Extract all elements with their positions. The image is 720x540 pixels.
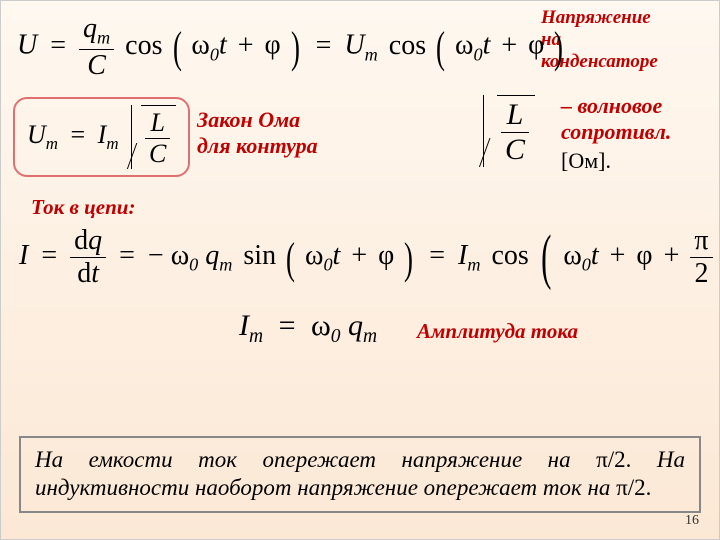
eq-wave-res: L C — [479, 95, 535, 167]
sym-Um2: U — [27, 120, 46, 149]
eq-amplitude: Im = ω0 qm — [239, 309, 377, 348]
sym-qm3-sub: m — [363, 326, 377, 347]
sym-w0a-sub: 0 — [210, 44, 219, 64]
sym-t2: t — [483, 30, 491, 61]
sym-Um: U — [344, 30, 364, 61]
sym-L: L — [145, 108, 170, 139]
sym-phi3: φ — [378, 240, 394, 271]
rparen-icon: ) — [291, 21, 300, 73]
sym-qm2: q — [205, 240, 219, 271]
sym-qm: q — [83, 13, 97, 44]
sym-C2: C — [145, 139, 170, 169]
sqrt-icon-2 — [479, 95, 497, 167]
lparen3-icon: ( — [286, 232, 295, 284]
bt-l1b: π/2. — [596, 447, 631, 472]
ohm-l2: для контура — [197, 133, 318, 159]
sym-L2: L — [501, 98, 529, 133]
sym-cos3: cos — [491, 240, 528, 271]
label-current: Ток в цепи: — [31, 195, 135, 220]
sym-plus4: + — [610, 240, 626, 271]
sym-pi: π — [690, 225, 712, 258]
sym-phi2: φ — [528, 30, 544, 61]
label-ohm-law: Закон Ома для контура — [197, 107, 318, 160]
ohm-l1: Закон Ома — [197, 107, 318, 133]
sym-Im3: I — [239, 309, 249, 342]
rparen2-icon: ) — [554, 21, 563, 73]
bt-l2b: π/2. — [616, 475, 651, 500]
sym-eq2: = — [316, 30, 332, 61]
wave-unit: [Ом]. — [561, 148, 671, 174]
sym-U: U — [17, 30, 37, 61]
eq-voltage: U = qm C cos ( ω0t + φ ) = Um cos ( ω0t … — [17, 13, 566, 82]
sym-w0b-sub: 0 — [473, 44, 482, 64]
sym-2: 2 — [690, 258, 712, 290]
sym-t3: t — [91, 258, 99, 289]
sym-eq3: = — [70, 120, 85, 149]
sym-Im3-sub: m — [249, 326, 263, 347]
sym-eq5: = — [119, 240, 135, 271]
sym-w0b: ω — [455, 30, 473, 61]
lparen2-icon: ( — [436, 21, 445, 73]
sym-plus2: + — [501, 30, 517, 61]
sym-Um-sub: m — [365, 44, 378, 64]
bottom-statement-box: На емкости ток опережает напряжение на π… — [19, 436, 701, 514]
page-number: 16 — [685, 513, 699, 529]
sym-I: I — [19, 240, 28, 271]
lparen-icon: ( — [172, 21, 181, 73]
sym-eq4: = — [41, 240, 57, 271]
sym-w0d-sub: 0 — [323, 255, 332, 275]
sym-eq7: = — [279, 309, 296, 342]
bt-l1a: На емкости ток опережает напряжение на — [35, 447, 596, 472]
sym-qm3: q — [348, 309, 363, 342]
sym-qm2-sub: m — [219, 255, 232, 275]
sym-phi4: φ — [636, 240, 652, 271]
sym-sin: sin — [243, 240, 276, 271]
sym-C3: C — [501, 133, 529, 167]
sym-w0e: ω — [563, 240, 581, 271]
sym-t5: t — [591, 240, 599, 271]
eq-current: I = dq dt = − ω0 qm sin ( ω0t + φ ) = Im… — [19, 225, 720, 290]
sym-phi1: φ — [265, 30, 281, 61]
sym-plus3: + — [351, 240, 367, 271]
sym-plus5: + — [664, 240, 680, 271]
wave-l2: сопротивл. — [561, 119, 671, 145]
sym-t4: t — [333, 240, 341, 271]
label-wave-res: – волновое сопротивл. [Ом]. — [561, 93, 671, 174]
sym-C: C — [79, 50, 114, 82]
lparen4-icon: ( — [541, 233, 551, 282]
sym-minus: − — [148, 240, 164, 271]
sym-plus1: + — [238, 30, 254, 61]
sym-d2: d — [77, 258, 91, 289]
sym-eq6: = — [429, 240, 445, 271]
sym-w0f-sub: 0 — [331, 326, 341, 347]
sym-qm-sub: m — [97, 28, 110, 48]
sym-Um2-sub: m — [46, 134, 58, 153]
sym-w0f: ω — [311, 309, 331, 342]
sym-Im2: I — [458, 240, 467, 271]
sym-w0c: ω — [171, 240, 189, 271]
sym-w0d: ω — [305, 240, 323, 271]
eq-ohm-law-box: Um = Im L C — [13, 97, 190, 177]
sqrt-icon — [127, 105, 141, 169]
sym-eq1: = — [50, 30, 66, 61]
sym-d1: d — [74, 225, 88, 256]
sym-w0c-sub: 0 — [189, 255, 198, 275]
sym-cos1: cos — [125, 30, 162, 61]
sym-q: q — [88, 225, 102, 256]
sym-w0e-sub: 0 — [582, 255, 591, 275]
sym-Im-sub: m — [106, 134, 118, 153]
label-amplitude: Амплитуда тока — [417, 319, 578, 344]
sym-w0a: ω — [191, 30, 209, 61]
sym-t1: t — [219, 30, 227, 61]
rparen3-icon: ) — [404, 232, 413, 284]
sym-Im2-sub: m — [467, 255, 480, 275]
wave-l1: – волновое — [561, 93, 671, 119]
sym-cos2: cos — [389, 30, 426, 61]
